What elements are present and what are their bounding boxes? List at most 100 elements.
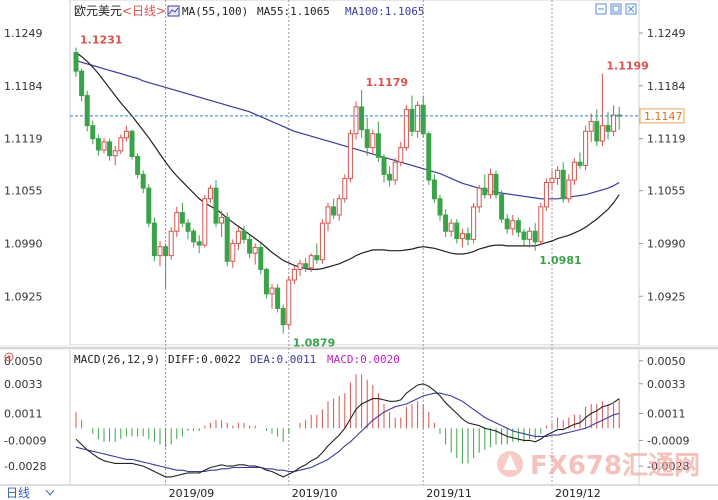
date-tick-label: 2019/09 [169,487,215,500]
candle-down [163,246,169,257]
period-label: <日线> [122,4,166,18]
candle-down [140,173,146,189]
candle-down [129,130,135,157]
price-tick-label-left: 1.1249 [4,27,43,40]
candle-down [426,133,432,181]
candle-up [527,230,533,240]
candle-down [359,106,365,131]
extreme-price-label: 1.1231 [80,34,122,47]
candle-up [219,216,225,224]
candle-up [588,121,594,132]
price-panel-frame [69,0,640,346]
extreme-price-label: 1.1179 [366,76,408,89]
period-tab[interactable]: 日线 [6,486,30,500]
candle-down [364,129,370,149]
macd-params-label: MACD(26,12,9) [74,353,160,366]
candle-up [476,187,482,208]
macd-diff-value: DIFF:0.0022 [168,353,241,366]
candle-up [392,161,398,181]
candle-up [297,263,303,270]
candle-down [577,161,583,166]
current-price-line: 1.1147 [70,108,685,124]
extreme-price-label: 1.0981 [539,254,581,267]
candle-down [560,169,566,200]
price-tick-label-left: 1.0925 [4,290,43,303]
candle-up [555,169,561,179]
candle-up [543,182,549,208]
candle-up [252,247,258,254]
price-tick-label: 1.1055 [647,185,686,198]
candle-down [263,268,269,295]
candle-down [375,133,381,158]
grid [165,0,553,485]
dea-line [75,392,620,473]
indicator-settings-icon[interactable] [4,352,14,362]
candle-down [185,222,191,232]
candle-up [471,206,477,240]
date-axis: 2019/09 2019/10 2019/11 2019/12 [169,487,601,500]
macd-axis: 0.0050 0.0050 0.0033 0.0033 0.0011 0.0011 -0.0… [4,355,689,473]
candle-up [487,173,493,196]
candle-up [538,206,544,243]
diff-line [75,383,620,478]
candle-up [599,125,605,142]
candle-down [499,194,505,220]
price-tick-label-left: 1.0990 [4,237,43,250]
ma-indicator-icon-line [168,7,179,15]
candle-up [101,141,107,151]
candle-down [241,230,247,240]
candle-down [73,52,79,72]
candle-down [454,222,460,240]
candle-up [448,222,454,232]
date-tick-label: 2019/10 [292,487,338,500]
date-tick-label: 2019/11 [426,487,472,500]
candle-down [420,104,426,135]
candle-down [482,187,488,196]
candle-up [123,130,129,139]
macd-tick-label: -0.0028 [647,460,689,473]
candle-down [515,220,521,233]
candle-down [247,238,253,254]
restore-icon[interactable] [595,3,607,15]
candle-up [308,255,314,269]
current-price-label: 1.1147 [644,110,683,123]
candles [73,47,622,334]
candle-down [437,198,443,216]
candle-down [605,125,611,132]
candle-down [493,173,499,196]
period-tab-chevron-down-icon[interactable] [45,489,55,496]
candle-down [275,287,281,309]
fx678-logo [497,451,523,477]
candle-up [611,114,617,132]
price-tick-label: 1.0925 [647,290,686,303]
candle-up [202,198,208,246]
maximize-icon[interactable] [610,3,622,15]
candle-down [504,218,510,230]
candle-down [258,247,264,270]
candle-up [112,150,118,157]
candle-down [213,187,219,224]
candle-up [403,108,409,149]
candle-down [84,95,90,127]
candle-up [571,161,577,181]
candle-down [191,230,197,243]
price-tick-label-left: 1.1119 [4,133,43,146]
watermark-text: FX678汇通网 [530,451,700,481]
candle-down [196,241,202,246]
candle-down [79,70,85,97]
extreme-price-label: 1.1199 [606,60,648,73]
macd-macd-value: MACD:0.0020 [327,353,400,366]
candle-up [118,137,124,152]
extreme-price-label: 1.0879 [293,337,335,350]
price-tick-label-left: 1.1055 [4,185,43,198]
candle-up [269,287,275,295]
candle-up [415,104,421,132]
ma55-value: MA55:1.1065 [257,5,330,18]
candle-down [381,156,387,175]
candle-up [291,268,297,281]
macd-tick-label: -0.0009 [647,434,689,447]
close-icon[interactable] [625,3,637,15]
candle-down [443,214,449,232]
